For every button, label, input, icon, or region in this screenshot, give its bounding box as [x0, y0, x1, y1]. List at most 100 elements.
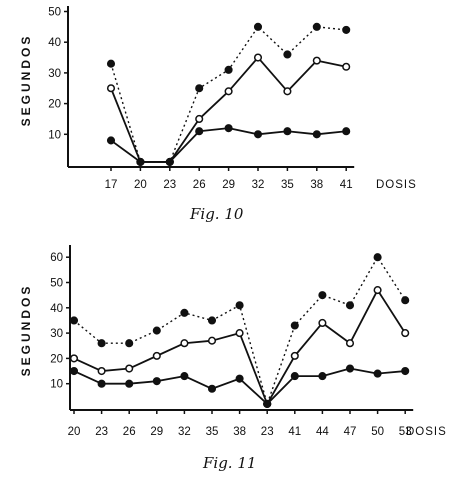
series-1-point [312, 22, 321, 31]
y-tick-label: 30 [48, 68, 61, 80]
x-tick-label: 20 [68, 426, 81, 438]
series-2-point [207, 336, 217, 345]
chart-2: 10 20 30 40 50 60 20 23 26 29 32 35 38 23 41 44 47 50 53 SE… [19, 245, 447, 438]
x-tick-label: 53 [399, 426, 412, 438]
x-tick-label: 47 [344, 426, 357, 438]
series-1-point [235, 301, 244, 310]
x-axis-label: DOSIS [406, 426, 447, 438]
y-tick-label: 60 [50, 252, 63, 264]
series-2-point [125, 364, 134, 373]
series-1-point [207, 316, 217, 325]
series-2-point [401, 329, 410, 338]
series-2-point [312, 56, 321, 65]
x-tick-label: 20 [134, 179, 147, 191]
series-3-point [312, 130, 321, 139]
series-1-point [373, 253, 382, 262]
series-2-point [373, 286, 382, 295]
x-tick-label: 17 [105, 179, 118, 191]
series-3-point [97, 379, 106, 388]
series-3-point [373, 369, 382, 378]
series-3-point [69, 367, 79, 376]
x-tick-label: 41 [340, 179, 353, 191]
x-tick-label: 23 [163, 179, 176, 191]
series-1-point [283, 50, 292, 59]
series-3-point [195, 127, 204, 136]
series-3-point [180, 372, 189, 381]
x-tick-label: 23 [95, 426, 108, 438]
y-tick-label: 20 [48, 99, 61, 111]
series-2-point [345, 339, 355, 348]
y-tick-label: 10 [48, 129, 61, 141]
caption-fig-11: Fig. 11 [203, 454, 257, 472]
series-2-point [318, 318, 327, 328]
series-2-point [235, 329, 244, 338]
series-2-point [97, 367, 106, 376]
series-1-point [152, 326, 161, 335]
y-tick-label: 40 [48, 37, 61, 49]
series-2-point [253, 53, 263, 62]
series-3-point [106, 136, 116, 145]
series-1-point [224, 65, 233, 74]
x-tick-label: 38 [233, 426, 246, 438]
series-1-point [97, 339, 106, 348]
series-1-point [195, 84, 204, 93]
series-3-point [235, 374, 244, 383]
chart-1: 10 20 30 40 50 17 20 23 26 29 32 35 38 41 SEGUNDOS DOSI… [19, 6, 417, 191]
x-tick-label: 38 [310, 179, 323, 191]
x-tick-label: 26 [193, 179, 206, 191]
series-3-point [165, 157, 174, 166]
y-tick-label: 30 [50, 328, 63, 340]
series-2-point [342, 62, 351, 71]
series-3-point [152, 377, 161, 386]
x-tick-label: 29 [222, 179, 235, 191]
series-1-point [125, 339, 134, 348]
series-2-point [195, 114, 204, 123]
series-3-point [342, 127, 351, 136]
series-2-point [283, 87, 292, 96]
y-tick-label: 10 [50, 379, 63, 391]
x-tick-label: 41 [288, 426, 301, 438]
x-tick-label: 35 [206, 426, 219, 438]
series-3-point [290, 372, 299, 381]
series-3-point [345, 364, 355, 373]
series-2-point [290, 351, 299, 360]
series-2-point [69, 354, 79, 363]
series-1-point [401, 296, 410, 305]
series-1-point [342, 25, 351, 34]
y-tick-label: 40 [50, 303, 63, 315]
x-tick-label: 35 [281, 179, 294, 191]
x-tick-label: 23 [261, 426, 274, 438]
series-2-point [224, 87, 233, 96]
series-1-point [106, 59, 116, 68]
series-3-point [253, 130, 263, 139]
series-1-point [290, 321, 299, 330]
series-1-point [69, 316, 79, 325]
series-line-3 [73, 367, 406, 405]
series-3-point [263, 399, 272, 408]
series-2-point [106, 84, 116, 93]
y-tick-label: 50 [50, 278, 63, 290]
series-3-point [401, 367, 410, 376]
x-tick-label: 26 [123, 426, 136, 438]
series-1-point [318, 291, 327, 300]
x-axis-label: DOSIS [376, 179, 417, 191]
series-3-point [318, 372, 327, 381]
y-tick-label: 20 [50, 353, 63, 365]
series-line-3 [110, 127, 347, 163]
x-tick-label: 32 [252, 179, 265, 191]
series-2-point [180, 339, 189, 348]
x-tick-label: 32 [178, 426, 191, 438]
x-tick-label: 29 [150, 426, 163, 438]
series-3-point [224, 124, 233, 133]
x-tick-label: 50 [371, 426, 384, 438]
x-tick-label: 44 [316, 426, 329, 438]
series-3-point [283, 127, 292, 136]
y-tick-label: 50 [48, 7, 61, 19]
series-1-point [180, 308, 189, 317]
series-2-point [152, 351, 161, 360]
series-3-point [125, 379, 134, 388]
series-3-point [136, 157, 145, 166]
caption-fig-10: Fig. 10 [190, 205, 244, 223]
series-3-point [207, 384, 217, 393]
